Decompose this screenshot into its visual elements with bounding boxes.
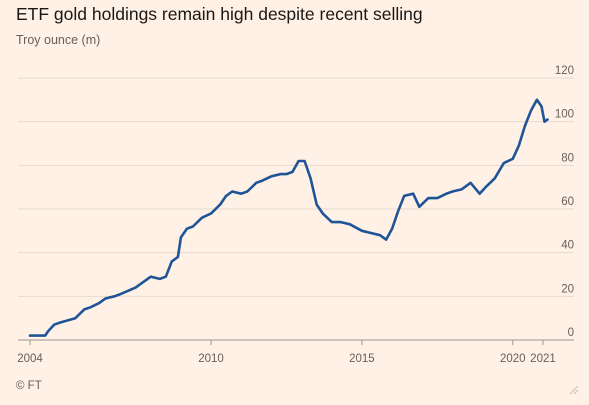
y-axis-unit-label: Troy ounce (m) bbox=[16, 33, 101, 47]
y-tick-label: 120 bbox=[555, 65, 574, 77]
y-tick-label: 100 bbox=[555, 109, 574, 121]
resize-handle-icon bbox=[569, 385, 579, 395]
series-line bbox=[28, 98, 549, 337]
y-tick-label: 80 bbox=[561, 152, 574, 164]
x-tick-label: 2020 bbox=[500, 353, 526, 365]
y-tick-label: 20 bbox=[561, 283, 574, 295]
x-tick-label: 2021 bbox=[530, 353, 556, 365]
source-credit: © FT bbox=[16, 380, 42, 392]
y-tick-label: 40 bbox=[561, 240, 574, 252]
y-tick-label: 0 bbox=[568, 327, 574, 339]
chart-title: ETF gold holdings remain high despite re… bbox=[16, 4, 423, 24]
x-tick-label: 2015 bbox=[349, 353, 375, 365]
y-tick-label: 60 bbox=[561, 196, 574, 208]
x-tick-label: 2004 bbox=[17, 353, 43, 365]
x-tick-label: 2010 bbox=[198, 353, 224, 365]
